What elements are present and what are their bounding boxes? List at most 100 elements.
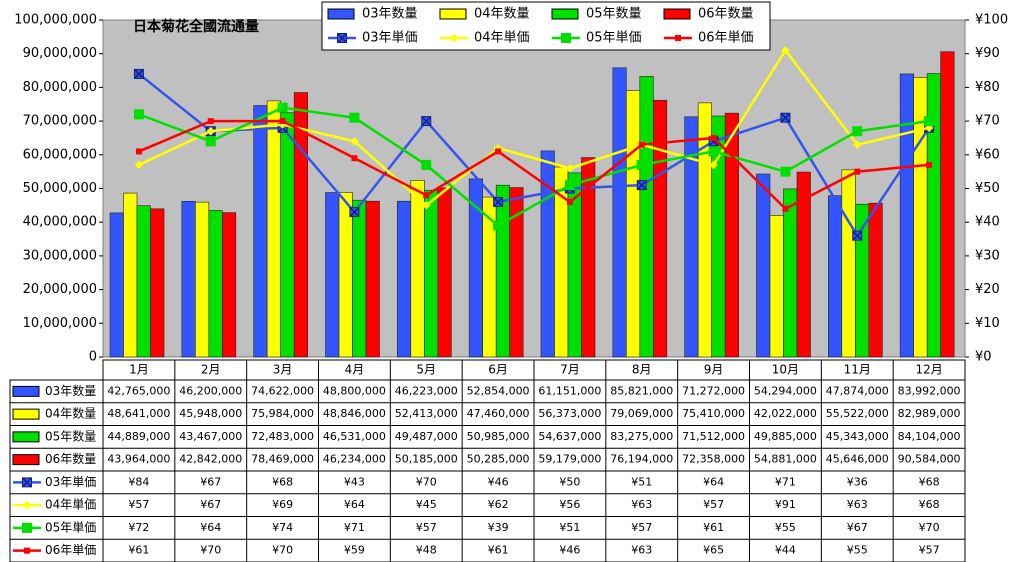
line bbox=[138, 72, 931, 239]
table-cell: 44,889,000 bbox=[107, 430, 170, 443]
bar bbox=[280, 112, 295, 358]
table-cell: 52,854,000 bbox=[467, 384, 530, 397]
x-tick-label: 5月 bbox=[416, 363, 436, 377]
line-marker bbox=[926, 161, 933, 168]
legend-label: 06年数量 bbox=[698, 7, 754, 22]
table-series-name: 06年単価 bbox=[45, 543, 96, 557]
table-cell: ¥51 bbox=[631, 475, 652, 488]
line-marker bbox=[351, 155, 358, 162]
line-marker bbox=[853, 140, 862, 149]
table-cell: ¥55 bbox=[775, 521, 796, 534]
legend-label: 04年単価 bbox=[474, 30, 530, 46]
table-series-name: 04年単価 bbox=[45, 498, 96, 512]
y2-tick-label: ¥0 bbox=[975, 350, 992, 365]
table-cell: 48,846,000 bbox=[323, 407, 386, 420]
table-cell: ¥74 bbox=[272, 521, 293, 534]
bar bbox=[495, 184, 510, 358]
table-cell: 71,512,000 bbox=[682, 430, 745, 443]
table-cell: ¥69 bbox=[272, 498, 293, 511]
table-cell: ¥71 bbox=[775, 475, 796, 488]
table-cell: 83,275,000 bbox=[610, 430, 673, 443]
bar bbox=[509, 187, 524, 358]
line-marker bbox=[709, 160, 718, 170]
table-cell: 71,272,000 bbox=[682, 384, 745, 397]
x-tick-label: 3月 bbox=[273, 363, 293, 377]
bar bbox=[195, 201, 210, 358]
table-cell: 75,984,000 bbox=[251, 407, 314, 420]
bar bbox=[756, 173, 771, 358]
table-cell: ¥72 bbox=[128, 521, 149, 534]
table-cell: 72,358,000 bbox=[682, 453, 745, 466]
line-marker-cross bbox=[349, 207, 359, 217]
table-series-name: 04年数量 bbox=[45, 406, 96, 421]
legend-key-marker bbox=[675, 35, 681, 41]
table-series-name: 03年数量 bbox=[45, 383, 96, 398]
table-cell: ¥59 bbox=[344, 544, 365, 557]
table-cell: 54,294,000 bbox=[754, 384, 817, 397]
line-marker bbox=[205, 136, 216, 147]
table-cell: ¥57 bbox=[919, 544, 940, 557]
line-marker bbox=[781, 46, 790, 55]
table-key-marker bbox=[24, 547, 30, 554]
bar bbox=[828, 195, 843, 358]
y2-tick-label: ¥80 bbox=[975, 80, 1000, 95]
line-marker bbox=[782, 205, 789, 212]
legend-label: 03年数量 bbox=[362, 7, 418, 22]
table-cell: 56,373,000 bbox=[538, 407, 601, 420]
line-marker bbox=[565, 164, 575, 173]
legend-key-marker bbox=[449, 33, 459, 43]
table-cell: ¥67 bbox=[200, 498, 221, 511]
table-cell: ¥68 bbox=[919, 475, 940, 488]
table-cell: ¥46 bbox=[559, 544, 580, 557]
table-cell: ¥57 bbox=[703, 498, 724, 511]
table-key bbox=[12, 431, 40, 443]
line-marker bbox=[780, 166, 791, 177]
table-cell: ¥64 bbox=[703, 475, 724, 488]
x-tick-label: 4月 bbox=[345, 363, 365, 377]
line-marker bbox=[636, 159, 647, 170]
table-cell: 83,992,000 bbox=[898, 384, 961, 397]
legend-label: 06年単価 bbox=[698, 30, 754, 46]
table-cell: ¥63 bbox=[847, 498, 868, 511]
table-series-name: 05年単価 bbox=[45, 520, 96, 534]
table-cell: ¥50 bbox=[559, 475, 580, 488]
line-marker bbox=[207, 118, 214, 125]
table-cell: ¥46 bbox=[488, 475, 509, 488]
y2-tick-label: ¥90 bbox=[975, 46, 1000, 61]
y-tick-label: 70,000,000 bbox=[23, 114, 97, 129]
x-tick-label: 9月 bbox=[704, 363, 724, 377]
line-marker bbox=[710, 134, 717, 141]
y-tick-label: 20,000,000 bbox=[23, 282, 97, 297]
table-cell: 45,948,000 bbox=[179, 407, 242, 420]
y-tick-label: 80,000,000 bbox=[23, 80, 97, 95]
legend-key bbox=[663, 8, 691, 20]
legend-label: 04年数量 bbox=[474, 7, 530, 22]
table-cell: 49,487,000 bbox=[395, 430, 458, 443]
table-cell: 82,989,000 bbox=[898, 407, 961, 420]
table-cell: 59,179,000 bbox=[538, 453, 601, 466]
bar bbox=[397, 200, 412, 358]
table-cell: 49,885,000 bbox=[754, 430, 817, 443]
x-tick-label: 11月 bbox=[844, 363, 871, 377]
line-marker bbox=[349, 112, 360, 123]
table-cell: 48,800,000 bbox=[323, 384, 386, 397]
legend-label: 03年単価 bbox=[362, 30, 418, 46]
bar bbox=[724, 112, 739, 358]
table-cell: ¥68 bbox=[919, 498, 940, 511]
table-cell: ¥45 bbox=[416, 498, 437, 511]
table-cell: ¥91 bbox=[775, 498, 796, 511]
x-tick-label: 8月 bbox=[632, 363, 652, 377]
bar bbox=[783, 188, 798, 358]
line-marker bbox=[421, 159, 432, 170]
line-marker-cross bbox=[780, 113, 790, 123]
table-cell: 42,765,000 bbox=[107, 384, 170, 397]
y2-tick-label: ¥30 bbox=[975, 248, 1000, 263]
table-cell: 54,637,000 bbox=[538, 430, 601, 443]
table-cell: 45,343,000 bbox=[826, 430, 889, 443]
table-cell: ¥48 bbox=[416, 544, 437, 557]
line-marker bbox=[566, 198, 573, 205]
legend-key bbox=[551, 8, 579, 20]
table-cell: ¥65 bbox=[703, 544, 724, 557]
legend-key-marker bbox=[561, 33, 571, 43]
bar bbox=[841, 169, 856, 358]
